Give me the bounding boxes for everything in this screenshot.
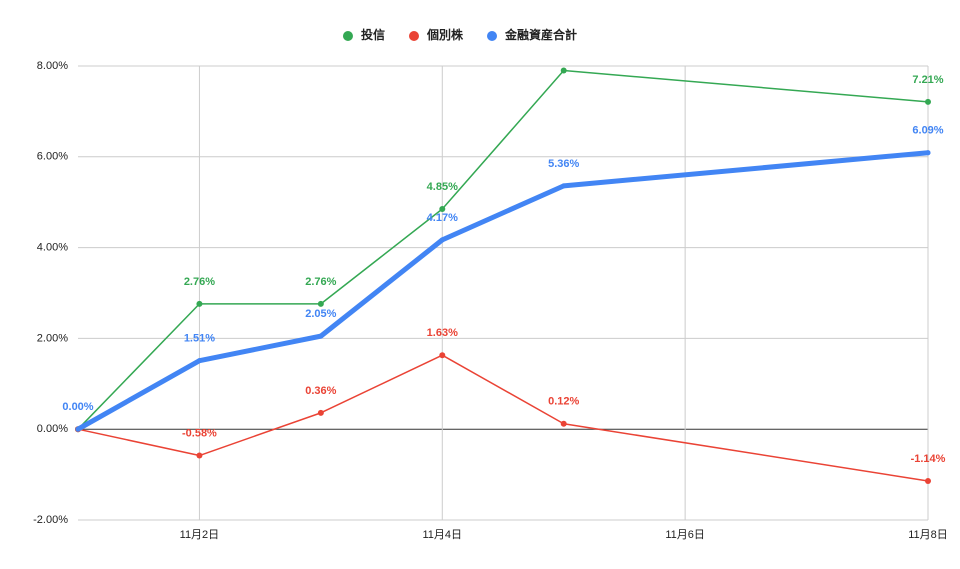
- legend: 投信 個別株 金融資産合計: [342, 27, 577, 42]
- x-tick-label: 11月4日: [423, 529, 463, 541]
- data-label: 1.51%: [184, 333, 215, 345]
- data-label: 1.63%: [427, 327, 458, 339]
- y-tick-label: 2.00%: [37, 332, 68, 344]
- legend-label: 金融資産合計: [504, 27, 577, 42]
- data-point: [925, 150, 931, 156]
- data-point: [560, 67, 567, 74]
- series-line: [77, 354, 929, 482]
- legend-label: 個別株: [426, 27, 464, 42]
- data-point: [318, 333, 324, 339]
- data-point: [439, 237, 445, 243]
- data-point: [439, 206, 446, 213]
- data-point: [196, 300, 203, 307]
- data-label: 0.12%: [548, 396, 579, 408]
- legend-label: 投信: [361, 27, 385, 42]
- y-tick-label: -2.00%: [33, 514, 68, 526]
- data-point: [925, 477, 931, 484]
- data-label: -1.14%: [911, 453, 946, 465]
- data-label: 2.76%: [184, 276, 215, 288]
- legend-marker: [408, 31, 419, 41]
- data-point: [925, 98, 931, 105]
- data-point: [439, 352, 446, 359]
- y-tick-label: 6.00%: [37, 151, 68, 163]
- legend-marker: [487, 31, 498, 41]
- series-line: [77, 69, 929, 430]
- data-label: 2.05%: [305, 308, 336, 320]
- data-label: 5.36%: [548, 158, 579, 170]
- x-tick-label: 11月6日: [665, 529, 705, 541]
- data-label: 7.21%: [912, 74, 943, 86]
- data-point: [196, 452, 203, 459]
- data-point: [561, 183, 567, 189]
- y-tick-label: 8.00%: [37, 60, 68, 72]
- series-line: [75, 150, 931, 432]
- legend-marker: [342, 31, 353, 41]
- data-point: [317, 300, 324, 307]
- data-point: [560, 420, 567, 427]
- data-label: -0.58%: [182, 427, 217, 439]
- data-point: [196, 358, 202, 364]
- y-tick-label: 4.00%: [37, 242, 68, 254]
- data-label: 4.17%: [427, 212, 458, 224]
- data-label: 0.36%: [305, 385, 336, 397]
- x-tick-label: 11月2日: [180, 529, 220, 541]
- data-label: 0.00%: [62, 401, 93, 413]
- data-point: [317, 409, 324, 416]
- data-label: 6.09%: [912, 125, 943, 137]
- y-tick-label: 0.00%: [37, 423, 68, 435]
- grid: [78, 65, 929, 521]
- data-label: 4.85%: [427, 181, 458, 193]
- x-tick-label: 11月8日: [908, 529, 948, 541]
- data-point: [75, 426, 81, 432]
- data-label: 2.76%: [305, 276, 336, 288]
